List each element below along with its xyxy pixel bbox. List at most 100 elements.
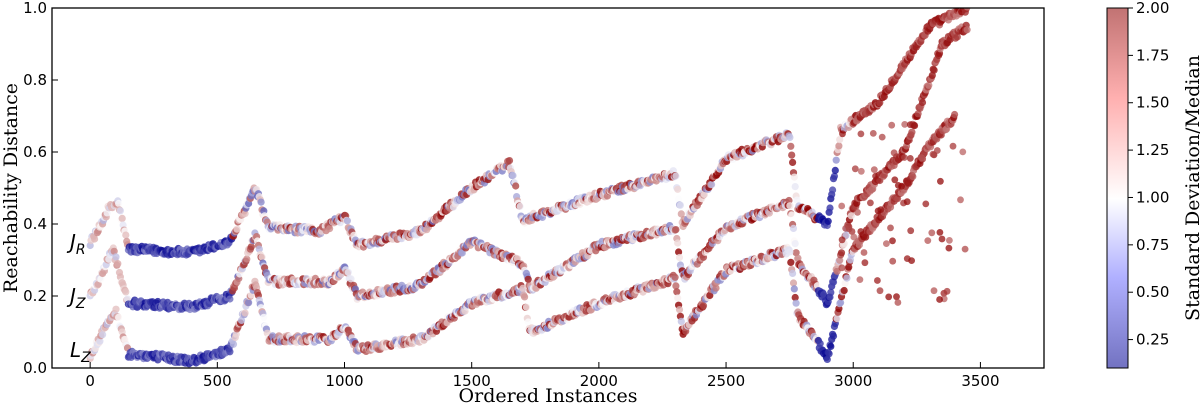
scatter-point <box>894 299 902 306</box>
scatter-point <box>677 210 685 218</box>
scatter-point <box>816 340 824 348</box>
scatter-point <box>700 190 709 198</box>
scatter-point <box>674 239 682 247</box>
scatter-point <box>869 130 877 137</box>
x-axis: 0 500 1000 1500 2000 2500 3000 3500 <box>85 362 1000 390</box>
scatter-point <box>903 255 911 262</box>
scatter-point <box>712 284 720 292</box>
scatter-point <box>226 295 234 303</box>
scatter-point <box>906 155 914 162</box>
scatter-point <box>833 267 841 275</box>
scatter-point <box>901 121 909 128</box>
scatter-point <box>115 199 123 207</box>
scatter-point <box>936 296 943 303</box>
scatter-point <box>825 350 833 358</box>
x-tick-label: 1500 <box>453 372 491 390</box>
scatter-point <box>245 299 253 307</box>
colorbar-tick-label: 1.25 <box>1136 141 1169 159</box>
scatter-point <box>524 275 532 283</box>
scatter-point <box>786 202 794 210</box>
scatter-point <box>891 176 899 184</box>
scatter-point <box>836 256 844 264</box>
scatter-point <box>522 303 531 311</box>
scatter-points <box>86 8 971 368</box>
y-tick-label: 0.8 <box>23 71 47 89</box>
scatter-point <box>509 171 517 180</box>
series-label: JR <box>66 230 86 258</box>
x-tick-label: 500 <box>203 372 232 390</box>
scatter-point <box>674 294 682 302</box>
x-tick-label: 1000 <box>325 372 363 390</box>
x-tick-label: 0 <box>85 372 95 390</box>
scatter-point <box>929 150 937 158</box>
scatter-point <box>790 173 798 181</box>
scatter-point <box>901 154 908 161</box>
scatter-point <box>840 286 848 295</box>
scatter-point <box>791 240 799 248</box>
scatter-point <box>887 224 894 232</box>
scatter-point <box>524 318 532 326</box>
scatter-point <box>347 275 355 283</box>
x-tick-label: 2500 <box>707 372 745 390</box>
scatter-point <box>344 268 352 276</box>
scatter-point <box>826 204 834 212</box>
scatter-point <box>838 264 846 272</box>
scatter-point <box>787 142 795 150</box>
scatter-point <box>675 195 683 203</box>
x-axis-title: Ordered Instances <box>459 385 638 407</box>
scatter-point <box>872 172 879 180</box>
scatter-point <box>255 245 263 253</box>
colorbar-tick-label: 0.75 <box>1136 236 1169 254</box>
scatter-point <box>850 233 858 241</box>
scatter-point <box>505 157 514 165</box>
y-tick-label: 0.6 <box>23 143 47 161</box>
scatter-point <box>922 200 930 208</box>
scatter-point <box>110 247 118 255</box>
scatter-point <box>673 288 681 296</box>
y-axis-title: Reachability Distance <box>0 83 22 293</box>
scatter-point <box>786 248 794 256</box>
scatter-point <box>792 249 800 257</box>
scatter-point <box>930 66 938 74</box>
scatter-point <box>122 231 130 239</box>
scatter-point <box>788 151 796 159</box>
scatter-point <box>885 293 893 301</box>
scatter-point <box>937 177 944 185</box>
scatter-point <box>672 172 680 180</box>
scatter-point <box>789 158 797 166</box>
series-label: LZ <box>70 338 91 366</box>
scatter-point <box>943 287 951 295</box>
scatter-point <box>233 225 241 233</box>
scatter-point <box>675 248 683 256</box>
scatter-point <box>229 340 238 348</box>
scatter-point <box>672 282 680 290</box>
scatter-point <box>925 81 933 89</box>
scatter-point <box>945 244 953 252</box>
scatter-point <box>792 299 800 307</box>
scatter-point <box>699 302 708 310</box>
scatter-point <box>838 202 846 210</box>
scatter-point <box>114 260 122 268</box>
scatter-point <box>836 136 844 144</box>
scatter-point <box>829 278 838 286</box>
scatter-point <box>787 258 795 266</box>
scatter-point <box>878 133 886 141</box>
scatter-point <box>930 287 938 295</box>
scatter-point <box>949 142 957 150</box>
y-tick-label: 0.0 <box>23 359 47 377</box>
colorbar-tick-label: 1.50 <box>1136 94 1169 112</box>
scatter-point <box>959 148 967 156</box>
scatter-point <box>786 133 794 141</box>
scatter-point <box>99 331 107 339</box>
scatter-point <box>843 274 851 282</box>
scatter-point <box>936 229 944 236</box>
scatter-point <box>827 288 835 296</box>
scatter-point <box>874 207 882 215</box>
scatter-point <box>904 179 912 187</box>
scatter-point <box>835 142 843 150</box>
scatter-point <box>226 348 234 356</box>
scatter-point <box>243 255 251 263</box>
scatter-point <box>867 199 874 207</box>
scatter-point <box>676 201 685 209</box>
